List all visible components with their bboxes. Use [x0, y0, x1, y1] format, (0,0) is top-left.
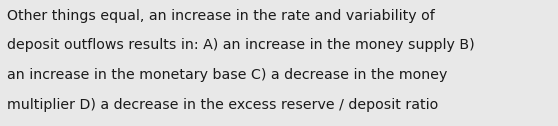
Text: deposit outflows results in: A) an increase in the money supply B): deposit outflows results in: A) an incre…	[7, 38, 475, 52]
Text: Other things equal, an increase in the rate and variability of: Other things equal, an increase in the r…	[7, 9, 435, 23]
Text: an increase in the monetary base C) a decrease in the money: an increase in the monetary base C) a de…	[7, 68, 448, 82]
Text: multiplier D) a decrease in the excess reserve / deposit ratio: multiplier D) a decrease in the excess r…	[7, 98, 439, 112]
